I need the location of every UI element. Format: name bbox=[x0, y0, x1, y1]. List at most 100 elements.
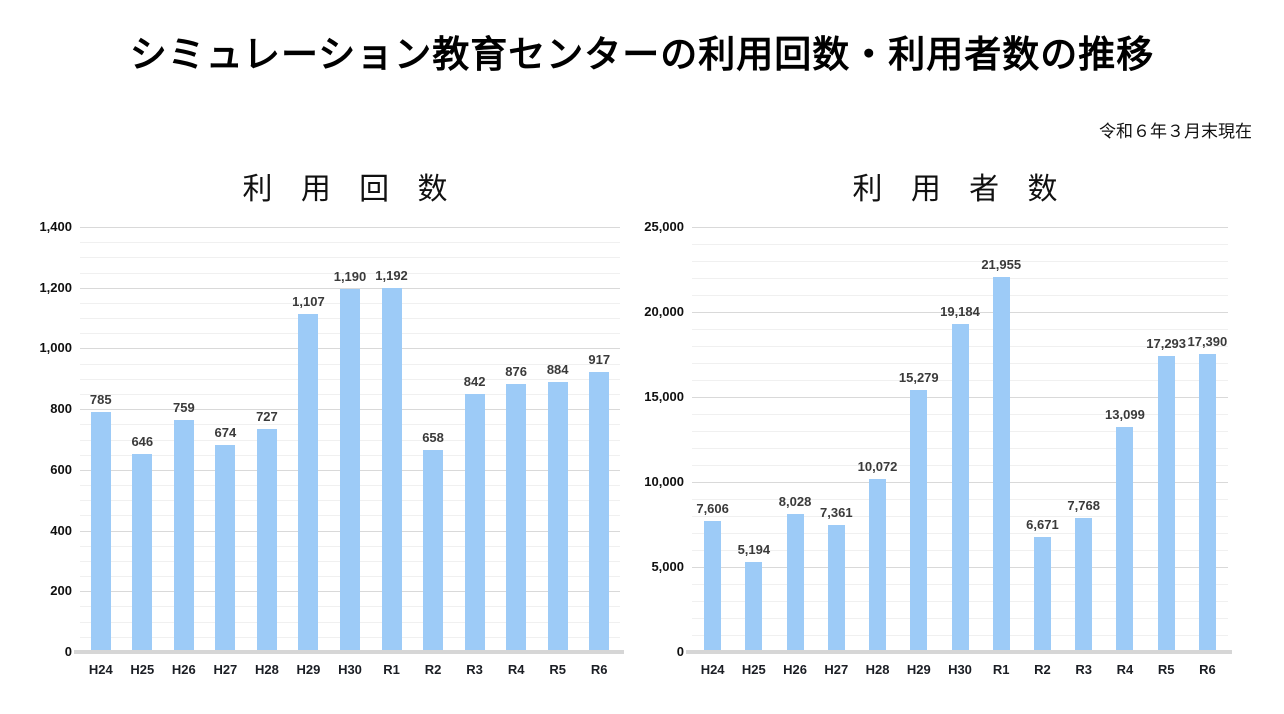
page-title: シミュレーション教育センターの利用回数・利用者数の推移 bbox=[129, 34, 1155, 75]
data-label: 19,184 bbox=[940, 303, 980, 319]
x-tick-label: R1 bbox=[383, 662, 400, 677]
data-label: 7,606 bbox=[696, 500, 729, 516]
bar bbox=[951, 323, 969, 650]
major-gridline bbox=[692, 227, 1228, 228]
x-tick-label: R2 bbox=[1034, 662, 1051, 677]
bar bbox=[298, 313, 319, 650]
data-label: 1,107 bbox=[292, 293, 325, 309]
x-tick-label: R3 bbox=[1075, 662, 1092, 677]
bar bbox=[132, 453, 153, 650]
x-tick-label: H29 bbox=[296, 662, 321, 677]
bar bbox=[869, 478, 887, 650]
x-tick-label: H28 bbox=[865, 662, 890, 677]
x-tick-label: H25 bbox=[741, 662, 766, 677]
y-tick-label: 15,000 bbox=[644, 389, 684, 404]
x-tick-label: H24 bbox=[88, 662, 113, 677]
bar bbox=[464, 394, 485, 650]
bar bbox=[256, 429, 277, 650]
data-label: 17,390 bbox=[1187, 334, 1228, 350]
minor-gridline bbox=[692, 295, 1228, 296]
x-tick-label: R1 bbox=[992, 662, 1010, 677]
data-label: 5,194 bbox=[737, 541, 771, 557]
data-label: 7,361 bbox=[820, 504, 853, 520]
y-tick-label: 5,000 bbox=[651, 559, 684, 574]
data-label: 21,955 bbox=[981, 256, 1022, 272]
minor-gridline bbox=[692, 261, 1228, 262]
minor-gridline bbox=[692, 244, 1228, 245]
major-gridline bbox=[692, 312, 1228, 313]
data-label: 727 bbox=[256, 409, 278, 425]
y-tick-label: 1,000 bbox=[39, 340, 72, 356]
y-tick-label: 600 bbox=[50, 461, 72, 477]
data-label: 7,768 bbox=[1067, 497, 1100, 513]
x-tick-label: R6 bbox=[590, 662, 608, 677]
bar bbox=[589, 371, 610, 650]
bar bbox=[786, 513, 804, 650]
x-tick-label: H26 bbox=[171, 662, 196, 677]
bar bbox=[1157, 356, 1175, 650]
minor-gridline bbox=[80, 242, 620, 244]
x-tick-label: R4 bbox=[1116, 662, 1134, 677]
x-tick-label: R4 bbox=[507, 662, 525, 677]
bar bbox=[745, 561, 763, 650]
usage-count-chart: 0 200 400 600 800 1,000 1,200 1,400 785 H24 646 H25… bbox=[39, 219, 624, 677]
x-tick-label: R6 bbox=[1199, 662, 1216, 677]
data-label: 884 bbox=[546, 361, 569, 377]
bar bbox=[1116, 427, 1134, 650]
x-tick-label: R3 bbox=[466, 662, 483, 677]
data-label: 8,028 bbox=[778, 493, 812, 509]
bar bbox=[1033, 536, 1051, 650]
bar bbox=[827, 524, 845, 650]
bar bbox=[340, 288, 360, 650]
data-label: 674 bbox=[214, 425, 237, 441]
bar bbox=[215, 445, 236, 650]
bar bbox=[992, 276, 1010, 650]
data-label: 785 bbox=[89, 391, 112, 407]
y-tick-label: 400 bbox=[50, 522, 72, 538]
user-count-chart: 0 5,000 10,000 15,000 20,000 25,000 7,606 H24 5,… bbox=[644, 219, 1232, 677]
x-tick-label: H30 bbox=[338, 662, 362, 677]
data-label: 17,293 bbox=[1146, 336, 1187, 352]
bar bbox=[1198, 354, 1216, 650]
x-tick-label: H26 bbox=[783, 662, 807, 677]
y-tick-label: 20,000 bbox=[644, 304, 684, 319]
bar bbox=[506, 384, 527, 650]
data-label: 759 bbox=[172, 399, 195, 415]
y-tick-label: 1,400 bbox=[39, 219, 72, 234]
y-tick-label: 25,000 bbox=[644, 219, 684, 234]
bar bbox=[1075, 517, 1093, 650]
x-axis-line bbox=[686, 650, 1232, 654]
bar bbox=[381, 288, 402, 650]
data-label: 842 bbox=[463, 374, 486, 390]
major-gridline bbox=[80, 227, 620, 228]
data-label: 917 bbox=[588, 351, 611, 367]
bar bbox=[704, 520, 722, 650]
x-tick-label: H27 bbox=[824, 662, 849, 677]
as-of-date: 令和６年３月末現在 bbox=[1099, 122, 1252, 141]
x-tick-label: H27 bbox=[213, 662, 238, 677]
bar bbox=[423, 450, 444, 650]
user-count-chart-title: 利 用 者 数 bbox=[852, 173, 1068, 206]
minor-gridline bbox=[80, 272, 620, 274]
data-label: 15,279 bbox=[898, 370, 939, 386]
x-axis-line bbox=[74, 650, 624, 654]
y-tick-label: 0 bbox=[676, 644, 684, 659]
x-tick-label: R5 bbox=[1157, 662, 1175, 677]
data-label: 658 bbox=[422, 430, 444, 446]
bar bbox=[910, 390, 928, 650]
data-label: 646 bbox=[131, 433, 154, 449]
x-tick-label: R5 bbox=[549, 662, 566, 677]
y-tick-label: 1,200 bbox=[39, 279, 72, 295]
data-label: 10,072 bbox=[857, 458, 898, 474]
y-tick-label: 10,000 bbox=[644, 474, 684, 489]
x-tick-label: H24 bbox=[700, 662, 725, 677]
data-label: 6,671 bbox=[1026, 516, 1059, 532]
y-tick-label: 800 bbox=[50, 401, 72, 417]
bar bbox=[547, 381, 568, 650]
data-label: 13,099 bbox=[1105, 407, 1145, 423]
x-tick-label: H28 bbox=[254, 662, 279, 677]
x-tick-label: R2 bbox=[424, 662, 442, 677]
minor-gridline bbox=[692, 278, 1228, 279]
y-tick-label: 0 bbox=[64, 644, 72, 659]
